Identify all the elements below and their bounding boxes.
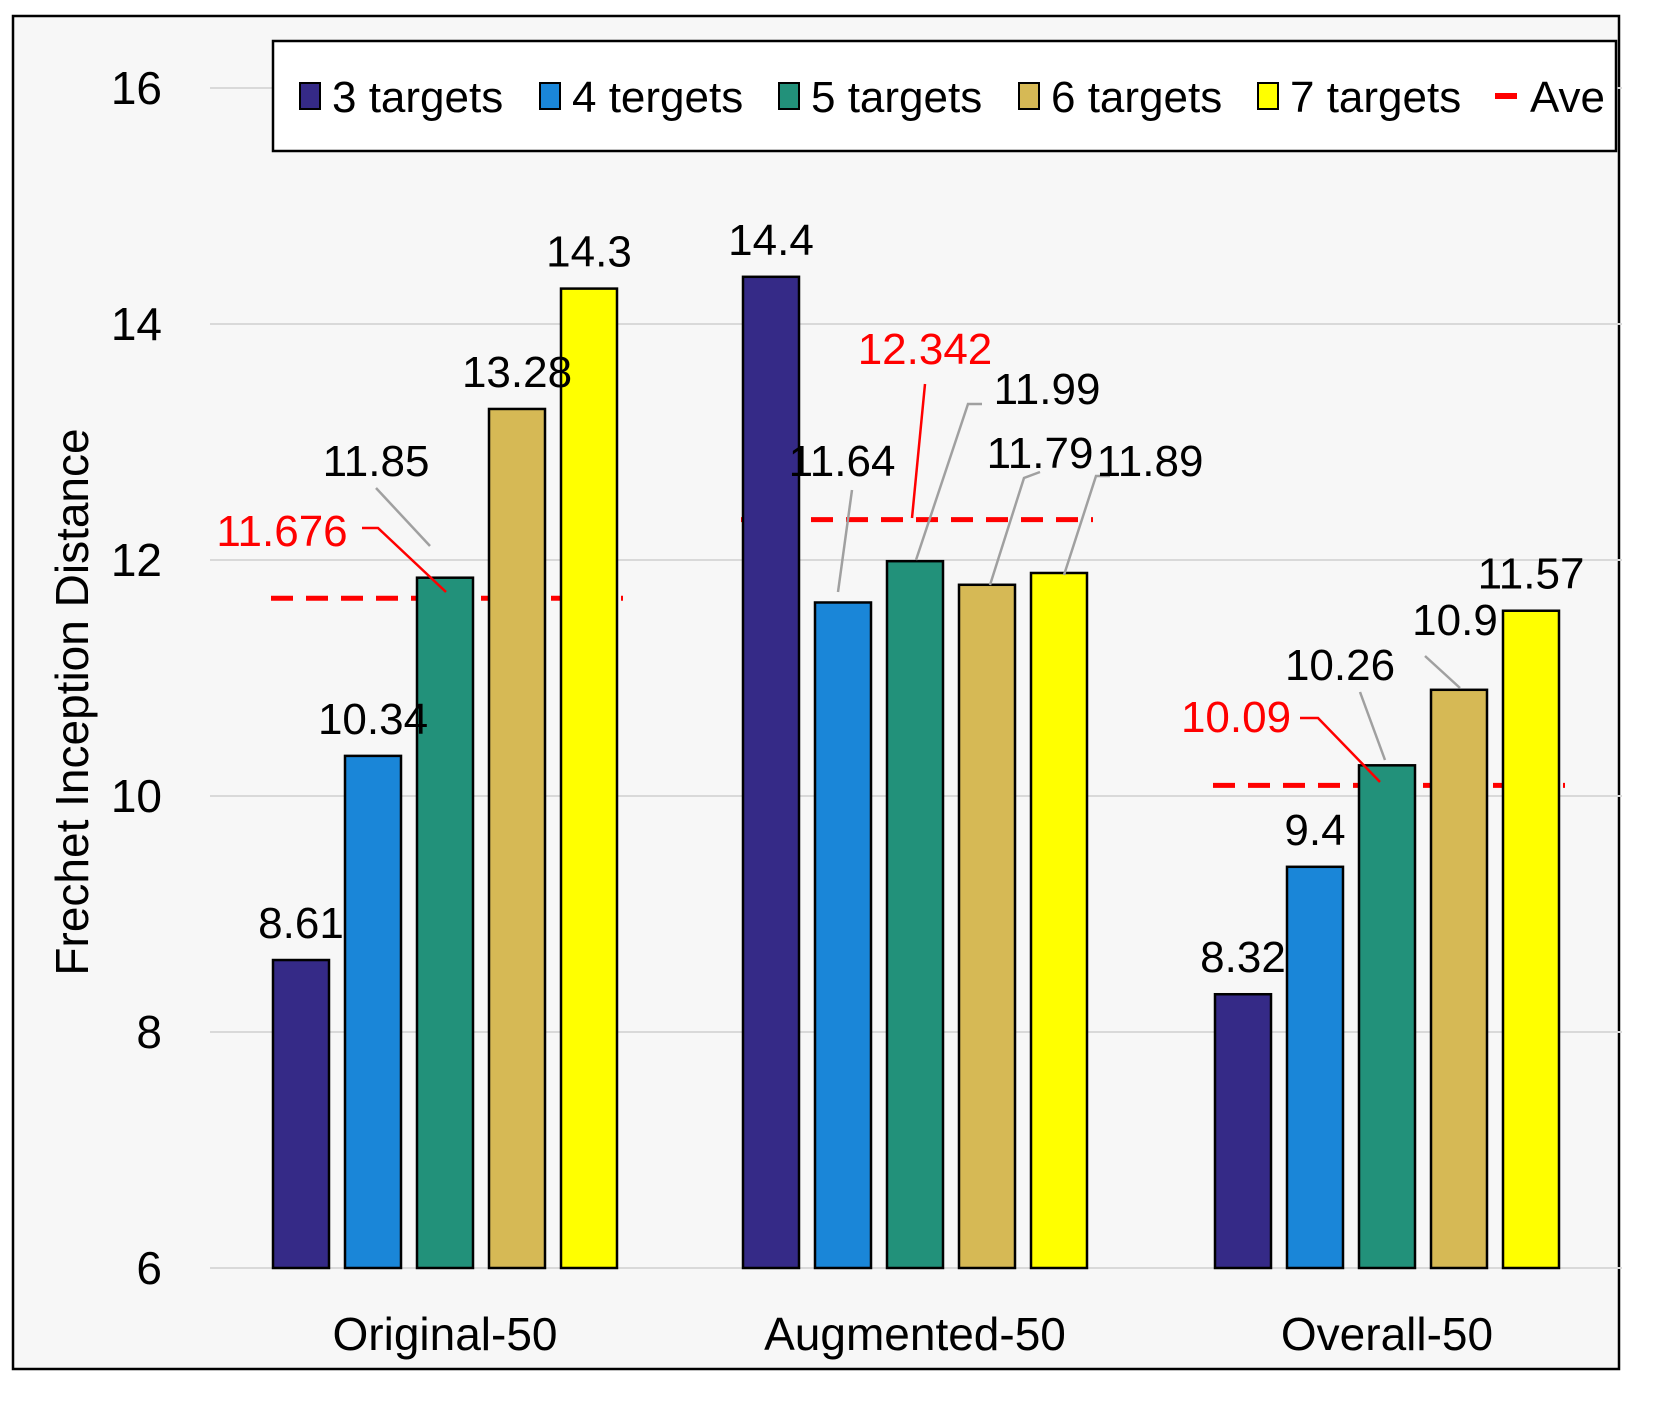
legend: 3 targets 4 tergets 5 targets 6 targets 7 ta… (271, 39, 1618, 153)
bar (957, 583, 1017, 1270)
bar (1285, 865, 1345, 1270)
y-tick-label: 10 (111, 770, 162, 822)
y-tick-label: 12 (111, 534, 162, 586)
leader-line (988, 470, 1041, 586)
data-label: 13.28 (462, 348, 572, 397)
data-label: 10.9 (1412, 596, 1498, 645)
bar (415, 576, 475, 1270)
leader-line (1358, 691, 1387, 761)
x-tick-label: Original-50 (333, 1308, 558, 1360)
average-label: 10.09 (1181, 693, 1291, 742)
bar (343, 754, 403, 1270)
legend-label: 5 targets (811, 73, 982, 122)
legend-swatch (1257, 82, 1279, 110)
bar (885, 559, 945, 1270)
y-tick-label: 16 (111, 62, 162, 114)
bar (559, 287, 619, 1270)
data-label: 8.32 (1200, 933, 1286, 982)
bar (487, 407, 547, 1270)
average-leader-line (910, 383, 927, 519)
y-axis-title: Frechet Inception Distance (46, 428, 98, 975)
bar (1213, 992, 1273, 1270)
y-tick-label: 14 (111, 298, 162, 350)
bar (741, 275, 801, 1270)
data-label: 11.64 (789, 437, 896, 486)
legend-label: 7 targets (1290, 73, 1461, 122)
data-label: 10.34 (318, 695, 428, 744)
legend-label: 4 tergets (572, 73, 743, 122)
x-tick-label: Augmented-50 (764, 1308, 1066, 1360)
leader-line (1424, 655, 1461, 689)
bar (1357, 764, 1417, 1270)
bar (1429, 688, 1489, 1270)
legend-label: 3 targets (332, 73, 503, 122)
legend-swatch (1018, 82, 1040, 110)
legend-box (271, 39, 1618, 153)
y-tick-label: 8 (136, 1006, 162, 1058)
data-label: 11.89 (1097, 437, 1204, 486)
legend-label: Ave (1530, 73, 1605, 122)
data-label: 11.79 (987, 429, 1094, 478)
legend-swatch (778, 82, 800, 110)
data-label: 14.4 (728, 216, 814, 265)
leader-line (1062, 474, 1110, 576)
x-tick-label: Overall-50 (1281, 1308, 1493, 1360)
data-label: 8.61 (258, 899, 344, 948)
leader-line (914, 402, 982, 561)
leader-line (836, 489, 854, 593)
legend-swatch (539, 82, 561, 110)
legend-label: 6 targets (1051, 73, 1222, 122)
bar (1501, 609, 1561, 1270)
legend-swatch (299, 82, 321, 110)
data-label: 11.85 (323, 437, 430, 486)
average-leader-line (1300, 716, 1381, 783)
bar (1029, 571, 1089, 1270)
average-leader-line (362, 526, 447, 593)
leader-line (375, 487, 431, 547)
data-label: 9.4 (1284, 806, 1345, 855)
data-label: 14.3 (546, 228, 632, 277)
y-tick-label: 6 (136, 1242, 162, 1294)
data-label: 10.26 (1285, 641, 1395, 690)
average-label: 12.342 (858, 325, 993, 374)
average-label: 11.676 (216, 507, 347, 556)
bar (813, 601, 873, 1270)
data-label: 11.99 (994, 365, 1101, 414)
data-label: 11.57 (1478, 550, 1585, 599)
bar (271, 958, 331, 1270)
